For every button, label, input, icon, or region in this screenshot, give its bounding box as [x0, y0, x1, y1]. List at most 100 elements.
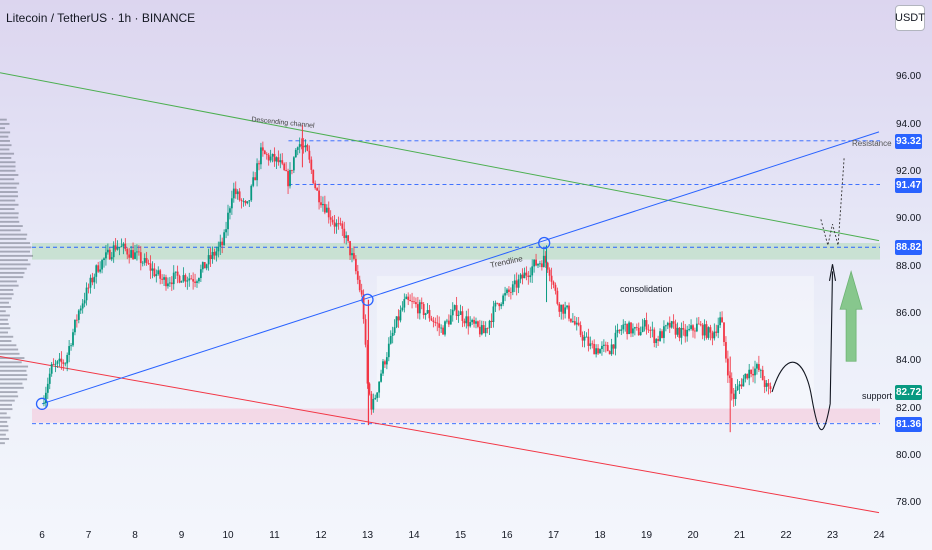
candle-body — [89, 277, 92, 288]
candle-body — [188, 278, 191, 281]
candle-body — [416, 304, 419, 314]
candle-body — [480, 325, 483, 335]
candle-body — [769, 386, 772, 390]
candle-body — [661, 331, 663, 338]
candle-body — [157, 270, 160, 275]
y-tick-label: 94.00 — [896, 118, 922, 130]
candle-body — [194, 281, 196, 283]
candle-body — [478, 326, 481, 335]
candle-body — [647, 329, 650, 331]
x-tick-label: 18 — [594, 530, 606, 541]
candle-body — [159, 270, 162, 279]
volume-profile-bar — [0, 378, 28, 381]
volume-profile-bar — [0, 118, 7, 121]
volume-profile-bar — [0, 318, 8, 321]
candle-body — [236, 191, 239, 195]
candle-body — [190, 278, 193, 280]
channel-upper-line — [0, 72, 880, 242]
candle-body — [653, 329, 656, 344]
candle-body — [385, 357, 388, 365]
chart-title: Litecoin / TetherUS · 1h · BINANCE — [6, 11, 196, 25]
candle-body — [659, 331, 661, 341]
volume-profile-bar — [0, 131, 11, 134]
candle-body — [289, 169, 291, 187]
candle-body — [757, 364, 760, 370]
candle-body — [269, 156, 272, 161]
candle-body — [384, 361, 386, 365]
candle-body — [734, 390, 737, 400]
projection-dotted-path — [820, 157, 845, 246]
x-tick-label: 11 — [269, 530, 280, 541]
candle-body — [544, 255, 547, 263]
candle-body — [542, 255, 545, 268]
candle-body — [174, 271, 177, 273]
candle-body — [529, 275, 532, 278]
candle-body — [717, 325, 720, 333]
candle-body — [482, 325, 485, 334]
candle-body — [221, 241, 224, 246]
candle-body — [306, 145, 309, 151]
volume-profile-bar — [0, 229, 21, 232]
candle-body — [261, 147, 264, 151]
candle-body — [697, 323, 700, 325]
candle-body — [533, 259, 536, 267]
volume-profile-bar — [0, 178, 15, 181]
volume-profile-bar — [0, 122, 10, 125]
candle-body — [682, 327, 685, 330]
candle-body — [230, 198, 233, 209]
x-tick-label: 7 — [85, 530, 92, 541]
candle-body — [232, 188, 235, 199]
y-tick-label: 84.00 — [896, 355, 922, 367]
candle-body — [192, 279, 195, 282]
candle-body — [471, 319, 474, 323]
candle-body — [451, 309, 454, 316]
candle-body — [225, 229, 227, 233]
candle-body — [389, 335, 392, 344]
volume-profile-bar — [0, 271, 25, 274]
volume-profile-bar — [0, 348, 19, 351]
candle-body — [521, 274, 524, 279]
candle-body — [267, 154, 270, 161]
candle-body — [593, 343, 596, 355]
candle-body — [740, 384, 743, 387]
candle-body — [380, 373, 382, 382]
candle-body — [744, 373, 747, 379]
candle-body — [354, 258, 357, 272]
candle-body — [496, 302, 499, 304]
candle-body — [277, 157, 280, 163]
candle-body — [205, 264, 208, 269]
candle-body — [211, 251, 214, 259]
candle-body — [595, 348, 598, 355]
candle-body — [312, 169, 315, 184]
candle-body — [360, 290, 363, 295]
candle-body — [620, 329, 623, 331]
candle-body — [618, 329, 621, 331]
candle-body — [504, 293, 506, 296]
volume-profile-bar — [0, 169, 16, 172]
candle-body — [767, 383, 770, 387]
candle-body — [432, 320, 435, 323]
candle-body — [639, 332, 642, 336]
x-tick-label: 6 — [39, 530, 45, 541]
currency-button[interactable]: USDT — [895, 5, 925, 31]
candle-body — [308, 150, 311, 160]
x-tick-label: 16 — [501, 530, 513, 541]
volume-profile-bar — [0, 212, 19, 215]
candle-body — [213, 251, 216, 256]
candle-body — [519, 274, 522, 280]
candle-body — [283, 163, 286, 170]
volume-profile-bar — [0, 399, 15, 402]
volume-profile-bar — [0, 182, 20, 185]
candle-body — [500, 304, 503, 307]
candle-body — [335, 223, 338, 227]
candle-body — [345, 235, 348, 238]
x-tick-label: 17 — [547, 530, 560, 541]
candle-body — [399, 310, 402, 321]
candle-body — [711, 332, 714, 339]
candle-body — [589, 343, 592, 346]
candle-body — [327, 207, 330, 218]
candle-body — [97, 265, 100, 272]
volume-profile-bar — [0, 135, 9, 138]
x-tick-label: 12 — [315, 530, 327, 541]
